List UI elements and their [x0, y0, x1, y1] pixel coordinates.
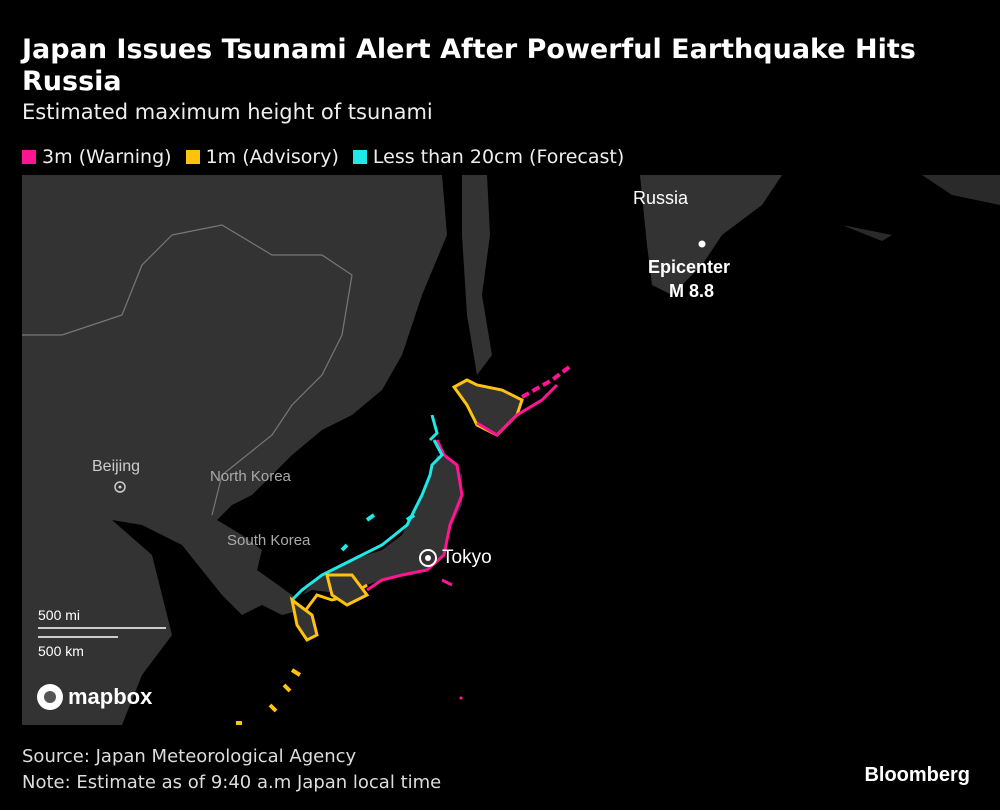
warning-swatch	[22, 150, 36, 164]
bloomberg-logo: Bloomberg	[864, 764, 970, 786]
scale-label-mi: 500 mi	[38, 607, 81, 623]
honshu	[302, 455, 462, 595]
estimate-note: Note: Estimate as of 9:40 a.m Japan loca…	[22, 772, 442, 793]
map[interactable]: Russia Epicenter M 8.8 Beijing North Kor…	[22, 175, 1000, 725]
forecast-swatch	[352, 150, 367, 164]
legend-advisory: 1m (Advisory)	[185, 146, 339, 168]
land-kamchatka	[640, 175, 782, 295]
label-beijing: Beijing	[92, 458, 141, 475]
legend-forecast: Less than 20cm (Forecast)	[352, 146, 625, 168]
country-borders	[22, 224, 353, 516]
footer: Source: Japan Meteorological Agency Note…	[22, 744, 441, 796]
epicenter-marker	[698, 240, 706, 248]
legend: 3m (Warning) 1m (Advisory) Less than 20c…	[22, 146, 624, 168]
label-north-korea: North Korea	[210, 468, 291, 485]
legend-label: 3m (Warning)	[42, 146, 172, 168]
kyushu	[289, 596, 319, 642]
mapbox-attribution[interactable]: mapbox	[68, 684, 153, 709]
map-canvas	[22, 175, 1000, 725]
beijing-marker	[114, 481, 126, 493]
chart-title: Japan Issues Tsunami Alert After Powerfu…	[22, 34, 916, 97]
legend-warning: 3m (Warning)	[22, 146, 172, 168]
scale-label-km: 500 km	[38, 643, 84, 659]
label-tokyo: Tokyo	[442, 547, 492, 568]
land-asia	[22, 175, 447, 725]
legend-label: Less than 20cm (Forecast)	[372, 146, 625, 168]
hokkaido	[451, 378, 524, 437]
tokyo-marker	[419, 549, 437, 567]
label-epicenter: Epicenter	[648, 257, 731, 277]
label-russia: Russia	[633, 188, 689, 208]
label-magnitude: M 8.8	[669, 281, 715, 301]
advisory-swatch	[185, 150, 200, 164]
legend-label: 1m (Advisory)	[205, 146, 339, 168]
chart-subtitle: Estimated maximum height of tsunami	[22, 100, 433, 124]
land-sakhalin	[462, 175, 492, 375]
source-note: Source: Japan Meteorological Agency	[22, 746, 357, 767]
label-south-korea: South Korea	[227, 532, 311, 549]
